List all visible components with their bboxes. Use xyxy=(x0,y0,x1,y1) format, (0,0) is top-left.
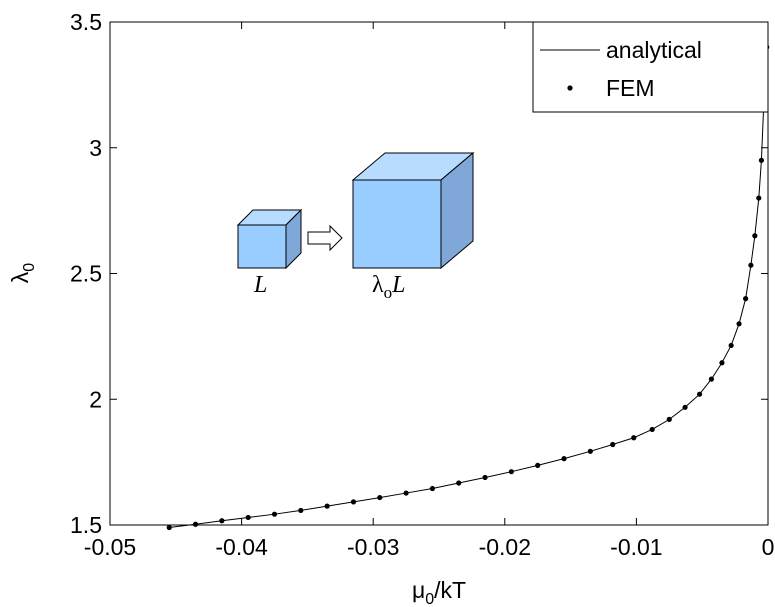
fem-point xyxy=(696,391,703,397)
legend-label: FEM xyxy=(606,75,655,101)
fem-point xyxy=(324,503,330,509)
annotation: L xyxy=(253,272,267,298)
x-tick-label: 0 xyxy=(762,534,775,560)
fem-point xyxy=(666,416,672,422)
x-tick-label: -0.01 xyxy=(610,534,662,560)
arrow xyxy=(307,224,343,252)
x-axis-label: μ xyxy=(412,577,425,603)
x-axis-label: μ0/kT xyxy=(412,577,466,607)
fem-point xyxy=(350,499,357,505)
y-tick-label: 2.5 xyxy=(70,261,102,287)
fem-point xyxy=(758,157,765,163)
y-tick-label: 1.5 xyxy=(70,512,102,538)
fem-point xyxy=(743,296,749,302)
fem-point xyxy=(271,511,278,517)
fem-point xyxy=(682,404,688,410)
fem-point xyxy=(736,321,742,327)
y-axis-label: λ xyxy=(7,271,33,283)
annotation: o xyxy=(384,283,393,302)
fem-point xyxy=(192,521,199,527)
fem-point xyxy=(482,474,488,481)
x-axis-label: /kT xyxy=(434,577,466,603)
fem-point xyxy=(631,435,637,441)
fem-point xyxy=(728,342,734,349)
fem-point xyxy=(429,485,436,492)
small-cube-front xyxy=(237,224,287,269)
inset-diagram: L λoL xyxy=(236,151,475,302)
fem-point xyxy=(719,360,725,366)
y-axis-label: λ0 xyxy=(7,263,38,284)
large-cube-front xyxy=(352,179,442,269)
x-tick-label: -0.02 xyxy=(479,534,531,560)
fem-point xyxy=(535,462,541,468)
fem-point xyxy=(508,469,514,475)
fem-point xyxy=(752,233,758,239)
fem-point xyxy=(756,195,762,201)
fem-point xyxy=(245,514,251,521)
fem-point xyxy=(219,518,225,524)
annotation: λ xyxy=(372,272,384,298)
fem-point xyxy=(166,524,172,531)
legend-box xyxy=(532,21,769,113)
y-axis-label: 0 xyxy=(21,263,38,272)
annotation: λoL xyxy=(372,272,406,302)
x-tick-label: -0.05 xyxy=(84,534,136,560)
fem-point xyxy=(561,456,567,462)
y-tick-label: 3.5 xyxy=(70,9,102,35)
fem-point xyxy=(748,262,754,268)
y-tick-label: 3 xyxy=(89,135,102,161)
legend-label: analytical xyxy=(606,37,702,63)
y-tick-label: 2 xyxy=(89,386,102,412)
legend-marker xyxy=(567,85,573,91)
fem-point xyxy=(649,426,655,433)
x-tick-label: -0.04 xyxy=(215,534,268,560)
fem-point xyxy=(708,376,715,382)
fem-point xyxy=(403,490,409,496)
fem-point xyxy=(456,480,462,486)
fem-point xyxy=(610,441,616,448)
x-axis-label: 0 xyxy=(425,591,434,607)
fem-point xyxy=(298,507,304,514)
annotation: L xyxy=(391,272,405,298)
fem-point xyxy=(587,448,593,454)
x-tick-label: -0.03 xyxy=(347,534,399,560)
fem-point xyxy=(377,494,383,501)
